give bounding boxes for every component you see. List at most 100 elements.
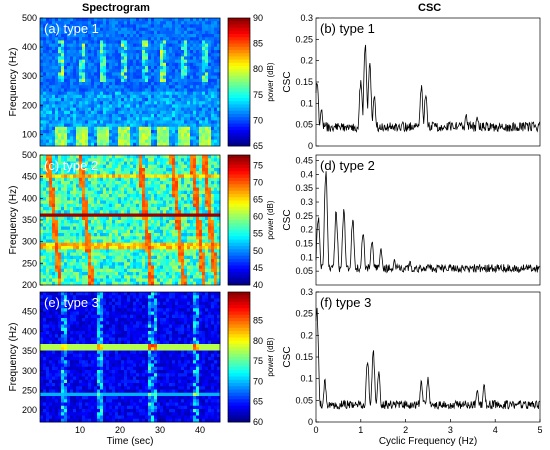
spectrogram-cell <box>124 107 128 112</box>
spectrogram-cell <box>199 275 203 279</box>
spectrogram-cell <box>124 133 128 137</box>
spectrogram-cell <box>127 30 131 35</box>
spectrogram-cell <box>145 203 149 208</box>
spectrogram-cell <box>193 40 197 44</box>
spectrogram-cell <box>196 281 200 286</box>
spectrogram-cell <box>49 236 53 240</box>
spectrogram-cell <box>130 255 134 260</box>
spectrogram-cell <box>58 120 62 124</box>
spectrogram-cell <box>43 94 47 99</box>
spectrogram-cell <box>85 98 89 102</box>
spectrogram-cell <box>154 200 158 205</box>
spectrogram-cell <box>103 200 107 205</box>
spectrogram-cell <box>196 120 200 124</box>
spectrogram-cell <box>94 126 98 131</box>
colorbar-cell <box>228 110 250 115</box>
spectrogram-cell <box>112 78 116 83</box>
spectrogram-cell <box>148 53 152 57</box>
spectrogram-cell <box>205 24 209 28</box>
spectrogram-cell <box>205 249 209 253</box>
spectrogram-cell <box>160 75 164 80</box>
spectrogram-cell <box>88 265 92 270</box>
colorbar-cell <box>228 246 250 250</box>
spectrogram-cell <box>43 126 47 131</box>
spectrogram-cell <box>157 220 161 224</box>
spectrogram-cell <box>115 53 119 57</box>
spectrogram-cell <box>49 72 53 76</box>
spectrogram-cell <box>64 171 68 175</box>
spectrogram-cell <box>40 50 44 54</box>
spectrogram-cell <box>133 207 137 211</box>
spectrogram-cell <box>124 268 128 273</box>
spectrogram-cell <box>40 402 44 407</box>
spectrogram-cell <box>196 104 200 108</box>
spectrogram-cell <box>172 82 176 86</box>
spectrogram-cell <box>43 43 47 48</box>
spectrogram-cell <box>139 255 143 260</box>
spectrogram-cell <box>64 197 68 201</box>
spectrogram-cell <box>127 46 131 51</box>
spectrogram-cell <box>109 27 113 32</box>
spectrogram-cell <box>178 210 182 214</box>
spectrogram-cell <box>190 272 194 276</box>
spectrogram-cell <box>196 187 200 192</box>
spectrogram-cell <box>49 278 53 283</box>
spectrogram-cell <box>145 155 149 159</box>
spectrogram-cell <box>178 268 182 273</box>
spectrogram-cell <box>175 37 179 41</box>
spectrogram-cell <box>40 318 44 322</box>
spectrogram-cell <box>103 85 107 89</box>
spectrogram-cell <box>103 72 107 76</box>
spectrogram-cell <box>139 94 143 99</box>
spectrogram-cell <box>64 158 68 162</box>
spectrogram-cell <box>52 265 56 270</box>
spectrogram-cell <box>208 142 212 147</box>
spectrogram-cell <box>127 200 131 205</box>
spectrogram-cell <box>94 21 98 25</box>
spectrogram-cell <box>175 174 179 179</box>
spectrogram-cell <box>121 236 125 240</box>
spectrogram-cell <box>91 246 95 250</box>
spectrogram-cell <box>106 255 110 260</box>
spectrogram-cell <box>166 69 170 73</box>
spectrogram-cell <box>43 53 47 57</box>
spectrogram-cell <box>196 27 200 32</box>
spectrogram-cell <box>85 207 89 211</box>
spectrogram-cell <box>130 78 134 83</box>
spectrogram-cell <box>217 50 221 54</box>
spectrogram-cell <box>187 110 191 115</box>
spectrogram-cell <box>178 110 182 115</box>
spectrogram-cell <box>76 130 80 134</box>
spectrogram-cell <box>127 190 131 195</box>
spectrogram-cell <box>187 139 191 144</box>
spectrogram-cell <box>130 69 134 73</box>
spectrogram-cell <box>157 46 161 51</box>
spectrogram-cell <box>184 190 188 195</box>
spectrogram-cell <box>76 265 80 270</box>
spectrogram-cell <box>196 200 200 205</box>
spectrogram-cell <box>130 53 134 57</box>
spectrogram-cell <box>154 85 158 89</box>
spectrogram-cell <box>58 126 62 131</box>
spectrogram-cell <box>55 123 59 128</box>
spectrogram-cell <box>91 187 95 192</box>
spectrogram-cell <box>181 233 185 237</box>
spectrogram-cell <box>136 220 140 224</box>
spectrogram-cell <box>118 265 122 270</box>
spectrogram-cell <box>160 252 164 257</box>
spectrogram-cell <box>43 85 47 89</box>
spectrogram-cell <box>208 139 212 144</box>
spectrogram-cell <box>214 161 218 166</box>
spectrogram-cell <box>64 53 68 57</box>
spectrogram-cell <box>100 37 104 41</box>
spectrogram-cell <box>82 161 86 166</box>
spectrogram-cell <box>214 88 218 92</box>
spectrogram-cell <box>205 46 209 51</box>
spectrogram-cell <box>211 207 215 211</box>
spectrogram-cell <box>160 213 164 218</box>
spectrogram-cell <box>178 171 182 175</box>
spectrogram-cell <box>64 104 68 108</box>
spectrogram-cell <box>109 69 113 73</box>
spectrogram-cell <box>163 142 167 147</box>
spectrogram-cell <box>157 126 161 131</box>
